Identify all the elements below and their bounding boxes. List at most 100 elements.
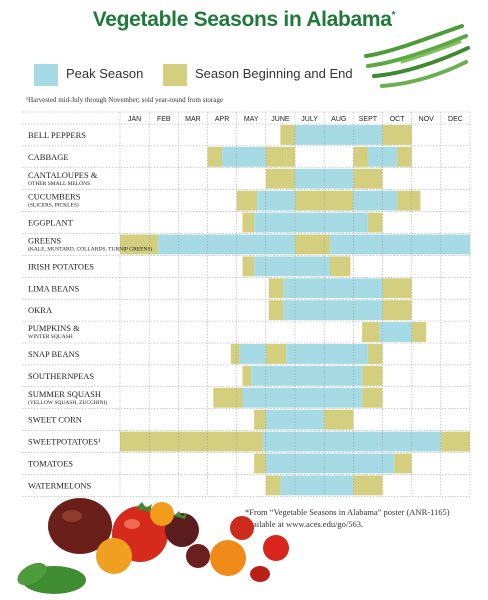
peak-bar	[257, 190, 295, 211]
peak-bar	[242, 387, 363, 408]
edge-bar	[286, 146, 295, 167]
edge-bar	[268, 278, 284, 299]
edge-bar	[120, 431, 263, 452]
peak-bar	[367, 146, 398, 167]
edge-bar	[254, 453, 266, 474]
row-label: CANTALOUPES &	[28, 170, 98, 180]
harvest-footnote: ¹Harvested mid-July through November; so…	[26, 96, 223, 104]
peak-bar	[254, 256, 330, 277]
edge-bar	[353, 168, 383, 189]
legend-peak-swatch	[34, 64, 58, 86]
row-label: GREENS	[28, 236, 61, 246]
peak-bar	[157, 234, 295, 255]
title-text: Vegetable Seasons in Alabama	[92, 8, 392, 31]
peak-bar	[286, 344, 368, 364]
month-label: APR	[215, 116, 229, 123]
peak-bar	[283, 300, 383, 321]
month-label: JULY	[301, 116, 318, 123]
row-label: OKRA	[28, 305, 53, 315]
edge-bar	[265, 168, 295, 189]
edge-bar	[382, 125, 412, 145]
edge-bar	[265, 146, 287, 167]
edge-bar	[120, 234, 158, 255]
edge-bar	[268, 300, 284, 321]
title-mark: *	[391, 10, 396, 21]
page-title: Vegetable Seasons in Alabama*	[0, 8, 488, 32]
row-label: IRISH POTATOES	[28, 261, 94, 271]
row-label: BELL PEPPERS	[28, 130, 86, 140]
month-label: NOV	[419, 116, 435, 123]
edge-bar	[242, 212, 255, 233]
edge-bar	[324, 409, 354, 430]
row-label: SOUTHERNPEAS	[28, 371, 94, 381]
edge-bar	[397, 146, 412, 167]
peak-bar	[295, 125, 383, 145]
month-label: OCT	[390, 116, 406, 123]
edge-bar	[242, 256, 255, 277]
edge-bar	[411, 322, 427, 342]
month-label: JAN	[128, 116, 141, 123]
row-sublabel: WINTER SQUASH	[28, 334, 73, 340]
vegetables-illustration	[17, 498, 289, 594]
edge-bar	[382, 300, 412, 321]
edge-bar	[367, 344, 383, 364]
month-label: MAR	[185, 116, 201, 123]
source-note: *From “Vegetable Seasons in Alabama” pos…	[245, 507, 450, 529]
row-label: WATERMELONS	[28, 480, 92, 490]
legend-edge-swatch	[163, 64, 187, 86]
row-sublabel: (KALE, MUSTARD, COLLARDS, TURNIP GREENS)	[28, 246, 153, 253]
row-label: SWEETPOTATOES¹	[28, 437, 101, 447]
row-label: EGGPLANT	[28, 218, 74, 228]
edge-bar	[394, 453, 412, 474]
edge-bar	[242, 365, 252, 386]
month-label: JUNE	[271, 116, 290, 123]
edge-bar	[295, 190, 354, 211]
edge-bar	[265, 475, 281, 496]
row-label: LIMA BEANS	[28, 283, 80, 293]
legend-edge-label: Season Beginning and End	[195, 66, 353, 81]
peak-bar	[262, 431, 441, 452]
row-label: SWEET CORN	[28, 415, 82, 425]
peak-bar	[254, 212, 368, 233]
edge-bar	[213, 387, 243, 408]
peak-bar	[239, 344, 266, 364]
row-label: CABBAGE	[28, 152, 69, 162]
month-label: AUG	[331, 116, 346, 123]
row-sublabel: (SLICERS, PICKLES)	[28, 202, 79, 209]
edge-bar	[362, 365, 383, 386]
row-label: PUMPKINS &	[28, 323, 80, 333]
row-label: TOMATOES	[28, 459, 73, 469]
peak-bar	[265, 453, 395, 474]
edge-bar	[440, 431, 470, 452]
edge-bar	[265, 344, 287, 364]
edge-bar	[362, 322, 380, 342]
edge-bar	[353, 146, 368, 167]
peak-bar	[280, 475, 354, 496]
peak-bar	[222, 146, 266, 167]
month-label: FEB	[157, 116, 171, 123]
peak-bar	[379, 322, 412, 342]
edge-bar	[362, 387, 383, 408]
peak-bar	[251, 365, 363, 386]
month-label: SEPT	[359, 116, 378, 123]
edge-bar	[254, 409, 266, 430]
peak-bar	[265, 409, 325, 430]
edge-bar	[236, 190, 258, 211]
edge-bar	[367, 212, 383, 233]
edge-bar	[230, 344, 240, 364]
row-label: CUCUMBERS	[28, 192, 81, 202]
row-sublabel: OTHER SMALL MELONS	[28, 181, 90, 187]
edge-bar	[353, 475, 383, 496]
month-label: MAY	[244, 116, 259, 123]
legend-peak-label: Peak Season	[66, 66, 144, 81]
row-sublabel: (YELLOW SQUASH, ZUCCHINI)	[28, 399, 107, 406]
edge-bar	[382, 278, 412, 299]
row-label: SUMMER SQUASH	[28, 389, 101, 399]
edge-bar	[280, 125, 295, 145]
peak-bar	[283, 278, 383, 299]
edge-bar	[330, 256, 351, 277]
row-label: SNAP BEANS	[28, 349, 80, 359]
peak-bar	[353, 190, 398, 211]
edge-bar	[397, 190, 421, 211]
